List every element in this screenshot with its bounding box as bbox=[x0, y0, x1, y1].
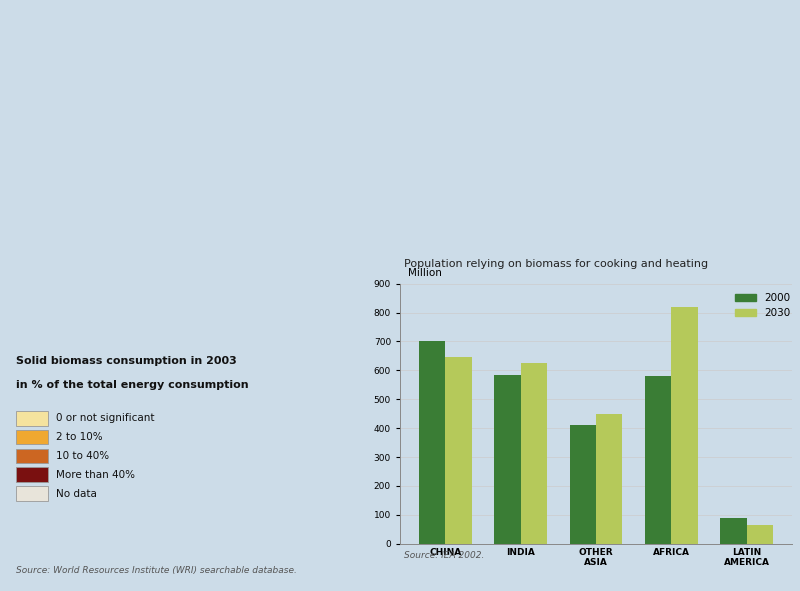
FancyBboxPatch shape bbox=[16, 467, 48, 482]
Bar bbox=[671, 307, 698, 544]
Text: More than 40%: More than 40% bbox=[56, 470, 135, 480]
Text: No data: No data bbox=[56, 489, 97, 499]
Text: Million: Million bbox=[407, 268, 442, 278]
Bar bbox=[570, 426, 596, 544]
Text: Solid biomass consumption in 2003: Solid biomass consumption in 2003 bbox=[16, 356, 237, 366]
Text: 2 to 10%: 2 to 10% bbox=[56, 432, 102, 442]
Text: 10 to 40%: 10 to 40% bbox=[56, 451, 109, 461]
Bar bbox=[720, 518, 746, 544]
Text: in % of the total energy consumption: in % of the total energy consumption bbox=[16, 380, 249, 390]
Bar bbox=[645, 376, 671, 544]
Bar bbox=[419, 342, 446, 544]
Bar bbox=[521, 363, 547, 544]
FancyBboxPatch shape bbox=[16, 430, 48, 444]
Text: Source: World Resources Institute (WRI) searchable database.: Source: World Resources Institute (WRI) … bbox=[16, 566, 297, 575]
Text: Population relying on biomass for cooking and heating: Population relying on biomass for cookin… bbox=[404, 259, 708, 269]
Text: Source: IEA 2002.: Source: IEA 2002. bbox=[404, 551, 484, 560]
Bar bbox=[446, 358, 472, 544]
FancyBboxPatch shape bbox=[16, 449, 48, 463]
FancyBboxPatch shape bbox=[16, 411, 48, 426]
Text: 0 or not significant: 0 or not significant bbox=[56, 413, 154, 423]
Bar bbox=[746, 525, 773, 544]
Bar bbox=[494, 375, 521, 544]
Legend: 2000, 2030: 2000, 2030 bbox=[731, 289, 794, 323]
FancyBboxPatch shape bbox=[16, 486, 48, 501]
Bar bbox=[596, 414, 622, 544]
